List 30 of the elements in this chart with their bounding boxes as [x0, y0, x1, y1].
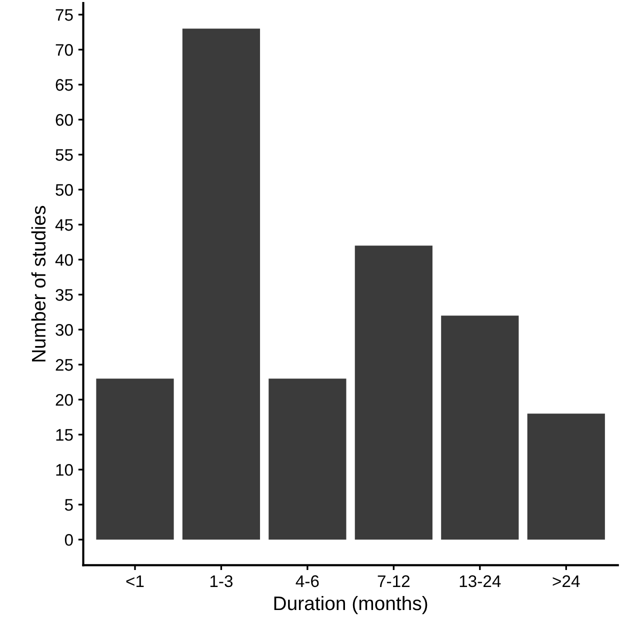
- y-tick-label: 30: [56, 324, 73, 336]
- bar: [354, 246, 432, 540]
- bar: [96, 378, 174, 540]
- y-tick-label: 20: [56, 394, 73, 406]
- bar: [527, 414, 605, 540]
- y-tick-label: 45: [55, 219, 73, 231]
- y-tick-label: 40: [55, 254, 73, 266]
- y-tick-label: 0: [64, 534, 73, 546]
- y-tick-label: 35: [56, 289, 73, 301]
- x-tick-label: <1: [126, 575, 144, 587]
- y-tick-label: 50: [56, 184, 73, 196]
- y-tick-label: 5: [64, 499, 73, 511]
- x-tick-label: >24: [552, 575, 580, 587]
- y-tick-label: 70: [56, 44, 73, 56]
- x-tick-label: 4-6: [296, 575, 319, 588]
- y-tick-label: 25: [56, 359, 73, 371]
- x-tick-label: 1-3: [210, 575, 233, 588]
- y-tick-label: 10: [56, 464, 73, 476]
- bar: [441, 316, 519, 540]
- bar: [268, 378, 346, 540]
- x-axis-title: Duration (months): [274, 596, 428, 614]
- x-tick-label: 13-24: [460, 575, 501, 588]
- y-tick-label: 15: [56, 429, 73, 441]
- y-tick-label: 65: [56, 79, 73, 91]
- y-tick-label: 55: [56, 149, 73, 161]
- bar: [182, 28, 260, 540]
- y-axis-title: Number of studies: [31, 206, 46, 362]
- y-tick-label: 60: [56, 114, 73, 126]
- x-tick-label: 7-12: [378, 575, 410, 587]
- y-tick-label: 75: [56, 9, 73, 21]
